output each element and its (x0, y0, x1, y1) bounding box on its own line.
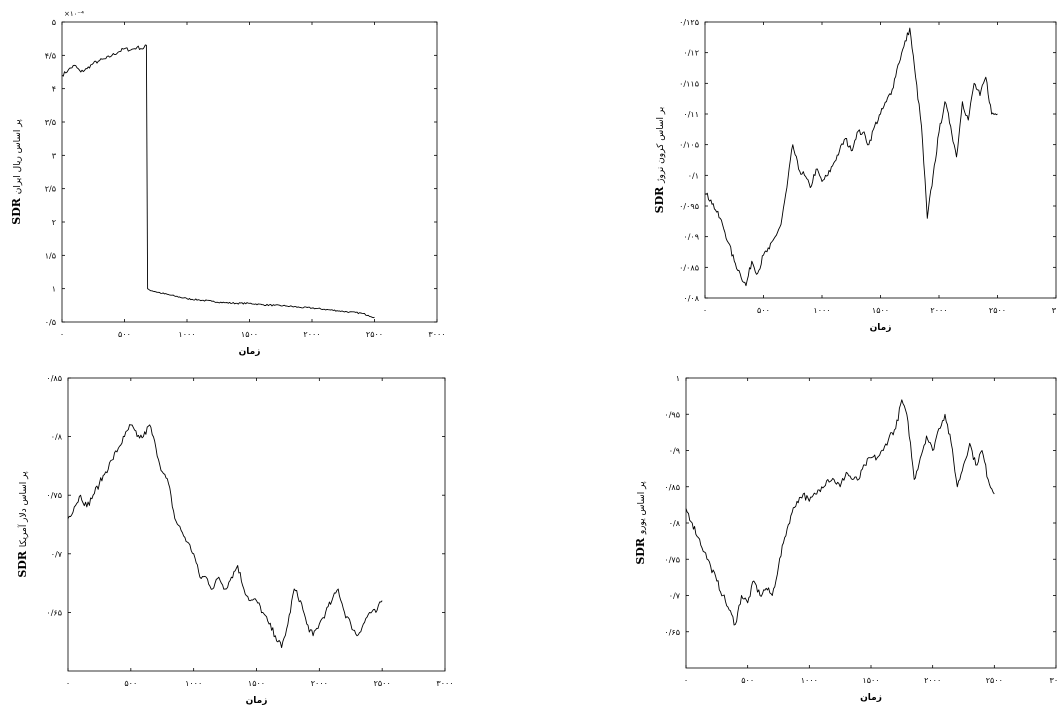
y-tick-label: ۰/۹۵ (664, 410, 680, 419)
x-axis-label: زمان (870, 323, 892, 333)
chart-panel-2: ۰ ۵۰۰ ۱۰۰۰ ۱۵۰۰ ۲۰۰۰ ۲۵۰۰ ۳۰ ۰/۰۸ ۰/۰۸۵ ۰/۰۹ ۰/۰۹۵… (653, 18, 1057, 333)
x-tick-label: ۱۵۰۰ (862, 676, 879, 685)
y-tick-label: ۰/۰۸۵ (679, 263, 699, 272)
y-tick-label: ۰/۶۵ (664, 628, 680, 637)
y-axis-label: SDR پر اساس دلار آمریکا (16, 471, 29, 578)
x-tick-label: ۲۰۰۰ (924, 676, 941, 685)
y-tick-label: ۰/۱۲ (683, 49, 699, 58)
x-tick-label: ۵۰۰ (741, 676, 754, 685)
y-tick-label: ۰/۰۹ (683, 233, 699, 242)
x-tick-label: ۱۰۰۰ (801, 676, 818, 685)
series-line-1 (67, 424, 383, 649)
x-tick-label: ۱۰۰۰ (178, 330, 195, 339)
y-tick-label: ۰/۰۸ (683, 294, 699, 303)
y-tick-label: ۰/۸ (51, 433, 63, 442)
x-tick-label: ۱۵۰۰ (872, 306, 889, 315)
y-tick-label: ۰/۱۱۵ (679, 79, 699, 88)
y-tick-label: ۰/۷ (669, 592, 681, 601)
x-tick-label: ۰ (684, 676, 688, 685)
y-tick-label: ۰/۹ (669, 447, 680, 456)
x-axis-label: زمان (860, 693, 882, 703)
x-tick-label: ۵۰۰ (124, 679, 137, 688)
y-tick-label: ۴/۵ (45, 51, 56, 60)
y-tick-label: ۰/۵ (45, 318, 56, 327)
x-tick-label: ۰ (66, 679, 70, 688)
x-tick-label: ۲۵۰۰ (986, 676, 1003, 685)
y-tick-label: ۰/۷۵ (46, 491, 62, 500)
series-line-1 (704, 27, 998, 287)
x-tick-label: ۲۵۰۰ (989, 306, 1006, 315)
series-line-1 (685, 399, 995, 626)
y-tick-label: ۰/۶۵ (46, 608, 62, 617)
x-tick-label: ۵۰۰ (757, 306, 770, 315)
y-tick-label: ۲/۵ (45, 185, 56, 194)
x-tick-label: ۱۰۰۰ (185, 679, 202, 688)
y-tick-label: ۰/۸۵ (664, 483, 680, 492)
y-tick-label: ۰/۱۱ (683, 110, 699, 119)
plot-frame (61, 21, 438, 323)
y-tick-label: ۰/۸۵ (46, 374, 62, 383)
x-tick-label: ۱۵۰۰ (248, 679, 265, 688)
y-tick-label: ۰/۱۰۵ (679, 141, 699, 150)
x-tick-label: ۵۰۰ (118, 330, 131, 339)
y-tick-label: ۱ (676, 374, 680, 383)
plot-frame (704, 21, 1057, 299)
y-axis-multiplier: ×۱۰⁻⁴ (64, 10, 84, 18)
x-tick-label: ۳۰۰۰ (436, 679, 453, 688)
chart-panel-1: ۰ ۵۰۰ ۱۰۰۰ ۱۵۰۰ ۲۰۰۰ ۲۵۰۰ ۳۰۰۰ ۰/۵ ۱ ۱/۵ ۲ ۲/۵ ۳ ۳/۵ ۴… (10, 10, 446, 357)
x-tick-label: ۲۵۰۰ (374, 679, 391, 688)
y-tick-label: ۳/۵ (45, 118, 56, 127)
y-tick-label: ۰/۷ (51, 550, 63, 559)
y-axis-label: SDR پر اساس ریال ایران (10, 119, 23, 225)
y-tick-label: ۰/۷۵ (664, 555, 680, 564)
plot-frame (685, 377, 1057, 669)
x-axis-label: زمان (246, 696, 268, 706)
x-tick-label: ۲۵۰۰ (366, 330, 383, 339)
y-tick-label: ۵ (52, 18, 56, 27)
y-tick-label: ۰/۰۹۵ (679, 202, 699, 211)
x-tick-label: ۳۰۰ (1050, 676, 1057, 685)
x-tick-label: ۰ (60, 330, 64, 339)
x-tick-label: ۳۰ (1052, 306, 1057, 315)
chart-panel-4: ۰ ۵۰۰ ۱۰۰۰ ۱۵۰۰ ۲۰۰۰ ۲۵۰۰ ۳۰۰ ۰/۶۵ ۰/۷ ۰/۷۵ ۰/۸ ۰/۸… (634, 374, 1057, 703)
series-line-1 (61, 44, 375, 319)
y-tick-label: ۰/۸ (669, 519, 681, 528)
x-tick-label: ۲۰۰۰ (930, 306, 947, 315)
y-tick-label: ۰/۱۲۵ (679, 18, 699, 27)
plot-frame (67, 377, 446, 672)
x-tick-label: ۲۰۰۰ (303, 330, 320, 339)
y-tick-label: ۱/۵ (45, 251, 56, 260)
x-tick-label: ۱۰۰۰ (813, 306, 830, 315)
y-tick-label: ۲ (52, 218, 56, 227)
chart-panel-3: ۰ ۵۰۰ ۱۰۰۰ ۱۵۰۰ ۲۰۰۰ ۲۵۰۰ ۳۰۰۰ ۰/۶۵ ۰/۷ ۰/۷۵ ۰/۸ ۰/… (16, 374, 454, 706)
y-tick-label: ۴ (52, 85, 56, 94)
x-axis-label: زمان (239, 347, 261, 357)
y-axis-label: SDR بر اساس کرون نروژ (653, 107, 666, 214)
x-tick-label: ۳۰۰۰ (428, 330, 445, 339)
y-axis-label: SDR پر اساس یورو (634, 481, 647, 565)
x-tick-label: ۱۵۰۰ (241, 330, 258, 339)
x-tick-label: ۰ (703, 306, 707, 315)
y-tick-label: ۳ (52, 151, 57, 160)
y-tick-label: ۰/۱ (688, 171, 699, 180)
x-tick-label: ۲۰۰۰ (311, 679, 328, 688)
y-tick-label: ۱ (52, 285, 56, 294)
